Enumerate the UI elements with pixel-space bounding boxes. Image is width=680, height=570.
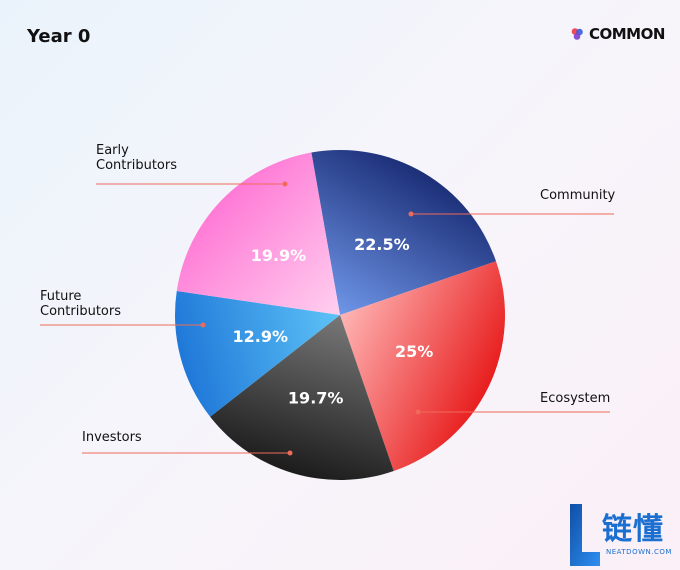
pie-slice-future-contributors: [175, 291, 340, 417]
legend-label-future-contributors: Future Contributors: [40, 289, 121, 319]
legend-label-investors: Investors: [82, 430, 142, 445]
callout-dot: [282, 181, 288, 187]
pie-slice-early-contributors: [176, 152, 340, 315]
watermark-text-en: NEATDOWN.COM: [606, 548, 672, 556]
legend-label-early-contributors: Early Contributors: [96, 143, 177, 173]
callout-dot: [408, 211, 414, 217]
brand-name: COMMON: [589, 25, 665, 43]
watermark: 链懂 NEATDOWN.COM: [566, 500, 680, 570]
callout-dot: [415, 409, 421, 415]
brand-logo: COMMON: [570, 24, 665, 44]
pie-slice-ecosystem: [340, 261, 505, 472]
brand-logo-icon: [571, 28, 583, 40]
legend-label-ecosystem: Ecosystem: [540, 391, 610, 406]
callout-dot: [200, 322, 206, 328]
pie-slice-community: [311, 150, 497, 315]
pie-value-label: 19.9%: [251, 246, 307, 265]
chart-title: Year 0: [27, 26, 91, 47]
watermark-text-cn: 链懂: [602, 512, 664, 547]
pie-value-label: 12.9%: [233, 327, 289, 346]
pie-value-label: 22.5%: [354, 235, 410, 254]
watermark-logo-icon: [570, 504, 600, 566]
callout-dot: [287, 450, 293, 456]
pie-slice-investors: [210, 315, 394, 480]
legend-label-community: Community: [540, 188, 616, 203]
pie-value-label: 19.7%: [288, 388, 344, 407]
pie-value-label: 25%: [395, 342, 433, 361]
